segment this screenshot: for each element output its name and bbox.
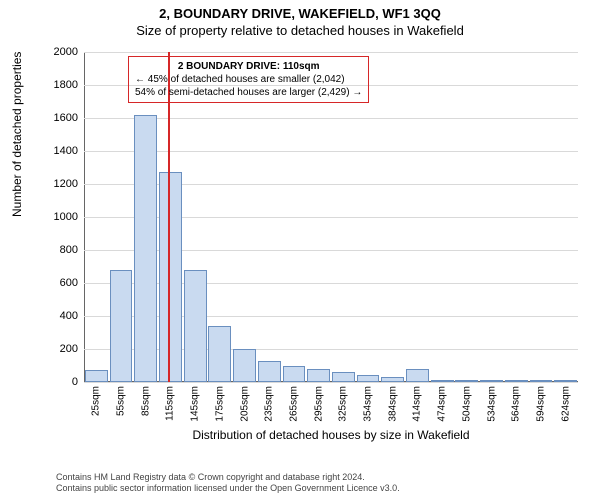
gridline [84,52,578,53]
xtick-label: 594sqm [535,386,546,422]
xtick-label: 115sqm [165,386,176,421]
histogram-bar [332,372,355,382]
ytick-label: 1800 [54,79,78,91]
xtick-label: 295sqm [313,386,324,422]
ytick-label: 600 [60,277,78,289]
xtick-label: 564sqm [511,386,522,422]
address-title: 2, BOUNDARY DRIVE, WAKEFIELD, WF1 3QQ [0,0,600,21]
histogram-bar [283,366,306,383]
annotation-title: 2 BOUNDARY DRIVE: 110sqm [135,60,362,73]
gridline [84,151,578,152]
annotation-box: 2 BOUNDARY DRIVE: 110sqm← 45% of detache… [128,56,369,103]
ytick-label: 1200 [54,178,78,190]
xtick-label: 175sqm [214,386,225,422]
histogram-bar [357,375,380,382]
histogram-bar [208,326,231,382]
xtick-label: 504sqm [461,386,472,422]
gridline [84,118,578,119]
ytick-label: 200 [60,343,78,355]
ytick-label: 800 [60,244,78,256]
xtick-label: 325sqm [338,386,349,422]
xtick-label: 624sqm [560,386,571,422]
xtick-label: 474sqm [437,386,448,422]
histogram-bar [233,349,256,382]
xtick-label: 235sqm [264,386,275,422]
xtick-label: 55sqm [116,386,127,416]
histogram-bar [184,270,207,382]
xtick-label: 265sqm [288,386,299,422]
histogram-bar [159,172,182,382]
histogram-bar [134,115,157,382]
chart-container: 2, BOUNDARY DRIVE, WAKEFIELD, WF1 3QQ Si… [0,0,600,500]
xtick-label: 384sqm [387,386,398,422]
x-axis-label: Distribution of detached houses by size … [84,428,578,442]
xtick-label: 534sqm [486,386,497,422]
xtick-label: 25sqm [91,386,102,416]
histogram-bar [85,370,108,382]
histogram-bar [406,369,429,382]
annotation-line-smaller: ← 45% of detached houses are smaller (2,… [135,73,362,86]
ytick-label: 1000 [54,211,78,223]
ytick-label: 1600 [54,112,78,124]
ytick-label: 0 [72,376,78,388]
ytick-label: 2000 [54,46,78,58]
histogram-bar [110,270,133,382]
xtick-label: 354sqm [363,386,374,422]
histogram-bar [307,369,330,382]
ytick-label: 1400 [54,145,78,157]
subtitle: Size of property relative to detached ho… [0,21,600,38]
histogram-bar [480,380,503,382]
chart-area: Number of detached properties Distributi… [38,52,578,422]
histogram-bar [505,380,528,382]
xtick-label: 205sqm [239,386,250,422]
histogram-bar [455,380,478,382]
gridline [84,382,578,383]
histogram-bar [381,377,404,382]
xtick-label: 145sqm [190,386,201,422]
y-axis-label: Number of detached properties [10,52,24,217]
histogram-bar [258,361,281,382]
annotation-line-larger: 54% of semi-detached houses are larger (… [135,86,362,99]
histogram-bar [554,380,577,382]
histogram-bar [530,380,553,382]
footer-line-1: Contains HM Land Registry data © Crown c… [56,472,400,483]
xtick-label: 414sqm [412,386,423,422]
plot-area: Distribution of detached houses by size … [84,52,578,382]
histogram-bar [431,380,454,382]
footer-line-2: Contains public sector information licen… [56,483,400,494]
xtick-label: 85sqm [140,386,151,416]
ytick-label: 400 [60,310,78,322]
footer-attribution: Contains HM Land Registry data © Crown c… [56,472,400,495]
